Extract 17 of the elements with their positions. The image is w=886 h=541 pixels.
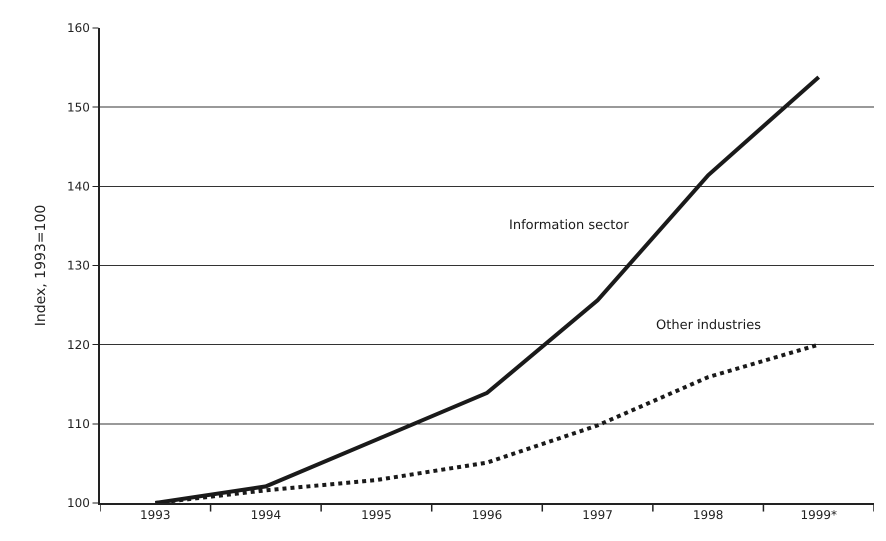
y-tick-label: 120 — [66, 338, 90, 352]
series-label: Information sector — [509, 218, 630, 233]
y-tick-label: 150 — [66, 100, 90, 114]
x-tick-label: 1996 — [472, 508, 502, 522]
x-tick-label: 1994 — [250, 508, 282, 522]
y-tick-label: 130 — [66, 258, 90, 273]
y-tick-label: 110 — [66, 417, 90, 432]
y-tick-label: 100 — [66, 496, 90, 510]
x-tick-label: 1993 — [140, 508, 171, 522]
x-tick-label: 1998 — [692, 508, 724, 522]
y-tick-label: 140 — [66, 180, 90, 194]
y-axis-title: Index, 1993=100 — [33, 204, 50, 326]
x-tick-label: 1995 — [361, 508, 392, 522]
x-tick-label: 1999* — [800, 508, 837, 522]
x-tick-label: 1997 — [582, 508, 613, 522]
text: Other industries — [656, 318, 762, 333]
y-tick-label: 160 — [66, 21, 90, 36]
